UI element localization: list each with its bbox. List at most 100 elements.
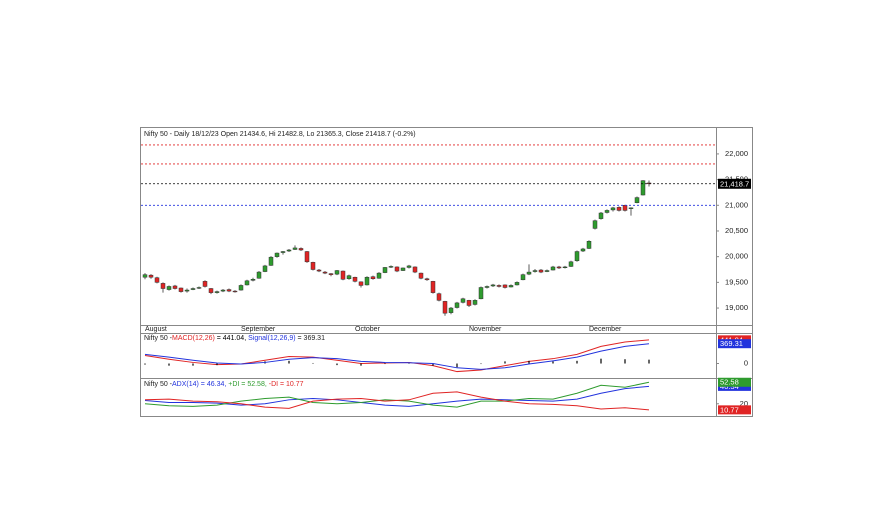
candle-body	[478, 287, 484, 300]
candle-body	[562, 266, 568, 268]
candle-body	[322, 271, 328, 274]
candle-body	[370, 276, 376, 280]
candle-body	[238, 285, 244, 291]
candle-body	[388, 266, 394, 268]
candle-body	[502, 284, 508, 288]
candle-body	[520, 274, 526, 281]
candle-body	[280, 251, 286, 253]
histogram-bar	[432, 363, 434, 366]
candle-body	[262, 265, 268, 272]
indicator-line	[144, 391, 650, 411]
x-tick-label: August	[145, 326, 167, 333]
candle-body	[328, 273, 334, 275]
candle-body	[364, 276, 370, 286]
candle-body	[208, 288, 214, 293]
candle-body	[634, 197, 640, 203]
candle-body	[382, 267, 388, 273]
histogram-bar	[648, 359, 650, 364]
histogram-bar	[552, 361, 554, 364]
candle-body	[556, 266, 562, 269]
candle-body	[256, 271, 262, 279]
candle-body	[178, 287, 184, 292]
x-tick-label: December	[589, 326, 622, 333]
candle-body	[466, 300, 472, 306]
candle-body	[190, 288, 196, 290]
indicator-line	[144, 343, 650, 370]
candle-body	[442, 301, 448, 314]
candle-body	[220, 289, 226, 292]
histogram-bar	[144, 363, 146, 365]
x-tick-label: November	[469, 326, 502, 333]
candle-body	[496, 285, 502, 287]
candle-body	[454, 302, 460, 308]
candle-body	[184, 289, 190, 292]
candle-body	[460, 298, 466, 303]
histogram-bar	[576, 360, 578, 364]
candle-body	[358, 281, 364, 286]
last-price-box	[718, 178, 751, 189]
panel-title: Nifty 50 -	[144, 381, 173, 388]
legend-entry: = 369.31	[296, 335, 325, 342]
y-tick-label: 20,500	[725, 226, 748, 235]
y-tick-label: 22,000	[725, 149, 748, 158]
y-tick-label: 0	[744, 358, 748, 367]
candle-body	[226, 289, 232, 292]
candle-body	[286, 249, 292, 252]
candle-body	[604, 210, 610, 213]
candle-body	[538, 269, 544, 273]
candle-body	[430, 281, 436, 293]
histogram-bar	[528, 360, 530, 364]
legend-entry: MACD(12,26)	[172, 335, 215, 342]
candle-body	[484, 286, 490, 288]
candle-body	[550, 266, 556, 271]
candle-body	[214, 291, 220, 293]
y-tick-label: 20,000	[725, 252, 748, 261]
x-tick-label: October	[355, 326, 381, 333]
candle-body	[376, 272, 382, 279]
candle-body	[250, 279, 256, 281]
y-tick-label: 21,000	[725, 200, 748, 209]
histogram-bar	[288, 360, 290, 364]
candle-body	[352, 276, 358, 282]
candle-body	[568, 261, 574, 267]
value-box	[718, 339, 751, 349]
chart-frame	[140, 127, 753, 417]
chart-title: Nifty 50 - Daily 18/12/23 Open 21434.6, …	[144, 131, 416, 138]
panel-title: Nifty 50 -	[144, 335, 173, 342]
histogram-bar	[456, 363, 458, 368]
candle-body	[592, 220, 598, 229]
candle-body	[298, 248, 304, 251]
candle-body	[154, 277, 160, 283]
y-tick-label: 19,500	[725, 277, 748, 286]
y-tick-label: 19,000	[725, 303, 748, 312]
candle-body	[346, 275, 352, 280]
histogram-bar	[192, 363, 194, 366]
value-box-label: 369.31	[720, 339, 743, 348]
candle-body	[628, 207, 634, 209]
candle-body	[406, 265, 412, 268]
histogram-bar	[480, 363, 482, 365]
candle-body	[598, 212, 604, 219]
candle-body	[424, 278, 430, 281]
last-price-label: 21,418.7	[720, 179, 749, 188]
candle-body	[586, 241, 592, 249]
candle-body	[418, 272, 424, 279]
candle-body	[640, 180, 646, 196]
histogram-bar	[336, 363, 338, 366]
candle-body	[148, 274, 154, 278]
candle-body	[166, 286, 172, 290]
candle-body	[292, 247, 298, 250]
legend-entry: ADX(14) = 46.34,	[172, 381, 228, 388]
candle-body	[310, 262, 316, 270]
candle-body	[244, 280, 250, 286]
candle-body	[142, 274, 148, 278]
candle-body	[340, 270, 346, 280]
candle-body	[436, 293, 442, 301]
candle-body	[400, 267, 406, 271]
candle-body	[274, 252, 280, 257]
histogram-bar	[504, 361, 506, 364]
candle-body	[268, 256, 274, 266]
legend-entry: +DI = 52.58,	[228, 381, 268, 388]
histogram-bar	[312, 362, 314, 364]
